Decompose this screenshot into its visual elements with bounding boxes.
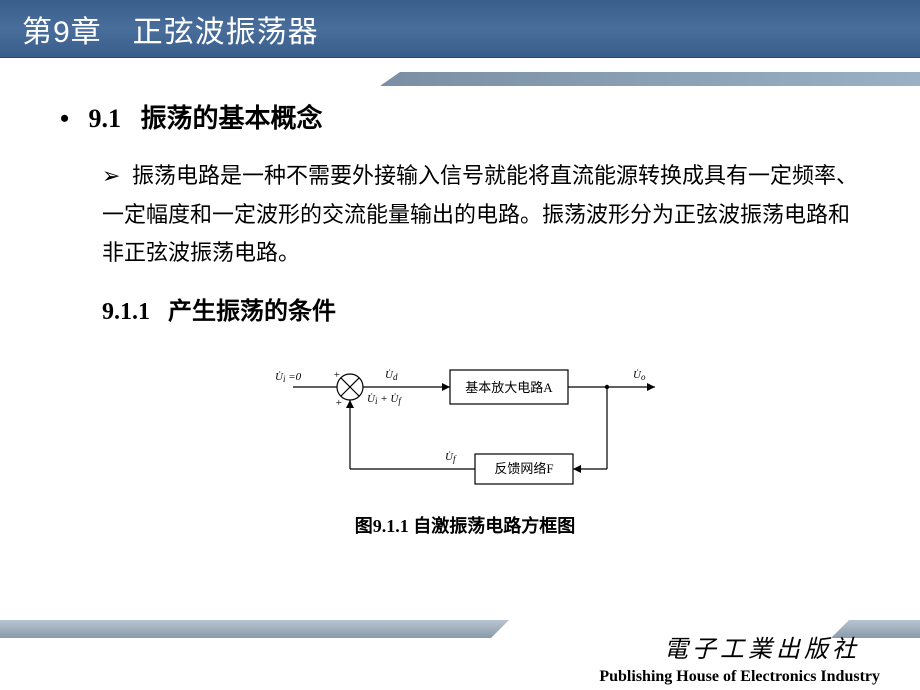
figure-caption: 图9.1.1 自激振荡电路方框图	[60, 512, 870, 538]
paragraph-text: 振荡电路是一种不需要外接输入信号就能将直流能源转换成具有一定频率、一定幅度和一定…	[102, 163, 858, 265]
bullet-icon: •	[60, 104, 82, 134]
subsection-heading: 9.1.1 产生振荡的条件	[102, 291, 870, 326]
decorative-stripe	[0, 58, 920, 98]
label-uo: U̇o	[633, 369, 646, 382]
label-ui: U̇i =0	[275, 371, 302, 384]
section-number: 9.1	[89, 104, 122, 133]
amp-label: 基本放大电路A	[465, 380, 553, 395]
label-uiuf: U̇i + U̇f	[367, 393, 402, 406]
subsection-number: 9.1.1	[102, 299, 150, 325]
chevron-icon: ➢	[102, 157, 120, 196]
subsection-title: 产生振荡的条件	[168, 299, 336, 325]
plus-input: +	[333, 369, 340, 381]
slide-content: • 9.1 振荡的基本概念 ➢ 振荡电路是一种不需要外接输入信号就能将直流能源转…	[0, 98, 920, 538]
publisher-cn: 電子工業出版社	[664, 629, 860, 664]
footer: 電子工業出版社 Publishing House of Electronics …	[0, 620, 920, 690]
plus-feedback: +	[335, 397, 342, 409]
label-ud: U̇d	[385, 369, 398, 382]
label-uf: U̇f	[445, 451, 457, 464]
section-heading: • 9.1 振荡的基本概念	[60, 98, 870, 135]
section-title: 振荡的基本概念	[141, 104, 323, 133]
chapter-title-bar: 第9章 正弦波振荡器	[0, 0, 920, 58]
diagram-container: + + U̇i =0 U̇d U̇i + U̇f 基本放大电路A	[60, 342, 870, 538]
block-diagram: + + U̇i =0 U̇d U̇i + U̇f 基本放大电路A	[255, 342, 675, 502]
publisher-en: Publishing House of Electronics Industry	[599, 668, 880, 686]
paragraph: ➢ 振荡电路是一种不需要外接输入信号就能将直流能源转换成具有一定频率、一定幅度和…	[102, 157, 870, 273]
fb-label: 反馈网络F	[494, 461, 553, 476]
chapter-title: 第9章 正弦波振荡器	[22, 7, 319, 51]
